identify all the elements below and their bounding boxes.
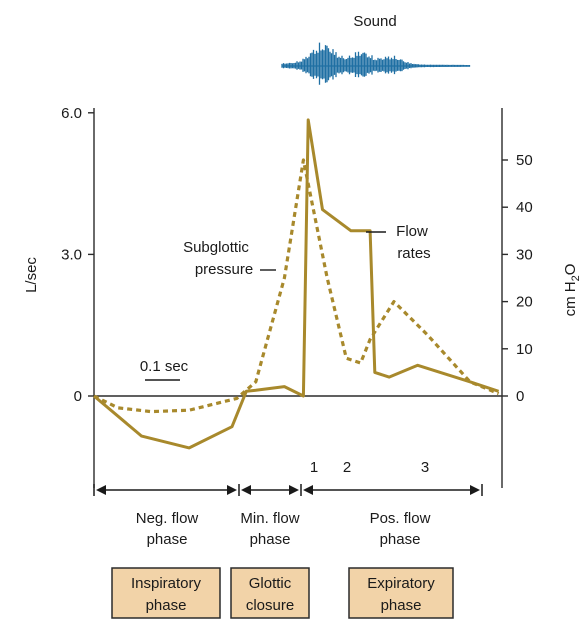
scale-bar-label: 0.1 sec [140,358,189,375]
segment-label-1: 1 [310,459,318,476]
right-axis-ticks: 0 10 20 30 40 50 [502,152,533,405]
phase-min-line1: Min. flow [240,510,299,527]
box-expiratory-line1: Expiratory [367,575,435,592]
box-inspiratory [111,567,221,619]
phase-neg-line1: Neg. flow [136,510,199,527]
sound-waveform [281,42,471,85]
right-tick-label: 10 [516,341,533,358]
right-axis-label-end: O [562,264,579,276]
segment-label-3: 3 [421,459,429,476]
subglottic-label-line1: Subglottic [183,239,249,256]
box-expiratory-line2: phase [381,597,422,614]
box-glottic [230,567,310,619]
right-tick-label: 40 [516,199,533,216]
phase-min-line2: phase [250,531,291,548]
box-glottic-line2: closure [246,597,294,614]
flow-rates-curve [93,118,500,450]
phase-neg-line2: phase [147,531,188,548]
left-axis-ticks: 0 3.0 6.0 [61,105,94,405]
segment-label-2: 2 [343,459,351,476]
box-inspiratory-line1: Inspiratory [131,575,202,592]
phase-arrows [93,484,483,496]
phase-pos-line2: phase [380,531,421,548]
right-tick-label: 20 [516,294,533,311]
sound-waveform-path [281,42,471,85]
right-axis-label-sub: 2 [570,275,582,281]
left-axis-label: L/sec [23,257,40,293]
left-tick-label: 0 [74,388,82,405]
right-tick-label: 0 [516,388,524,405]
right-axis-label-main: cm H [562,281,579,316]
box-glottic-line1: Glottic [249,575,292,592]
right-tick-label: 30 [516,246,533,263]
right-axis-label: cm H2O [562,264,582,317]
flow-label-line2: rates [397,245,430,262]
box-inspiratory-line2: phase [146,597,187,614]
sound-label: Sound [353,13,396,30]
subglottic-label-line2: pressure [195,261,253,278]
right-tick-label: 50 [516,152,533,169]
box-expiratory [348,567,454,619]
flow-label-line1: Flow [396,223,428,240]
left-tick-label: 6.0 [61,105,82,122]
phase-pos-line1: Pos. flow [370,510,431,527]
left-tick-label: 3.0 [61,246,82,263]
subglottic-pressure-curve [93,158,500,414]
